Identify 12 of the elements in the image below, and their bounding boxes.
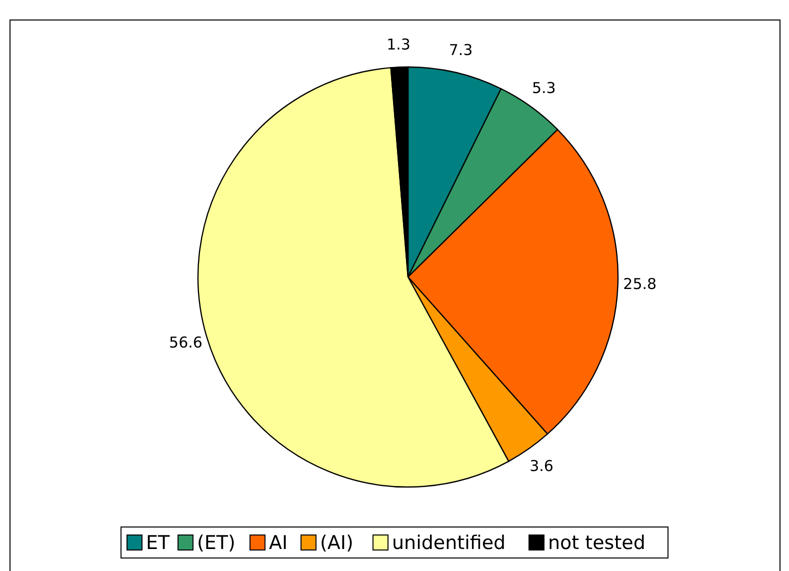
data-label: 56.6 xyxy=(169,334,202,352)
legend-label: (AI) xyxy=(320,532,354,554)
legend-label: not tested xyxy=(548,532,646,554)
legend-label: unidentified xyxy=(392,532,506,554)
legend-label: ET xyxy=(146,532,170,554)
data-label: 1.3 xyxy=(386,35,410,54)
legend-label: (ET) xyxy=(197,532,236,554)
data-label: 25.8 xyxy=(623,274,657,293)
data-label: 5.3 xyxy=(532,79,556,98)
data-label: 3.6 xyxy=(530,456,554,475)
legend-label: AI xyxy=(269,532,288,554)
data-label: 7.3 xyxy=(448,41,473,60)
